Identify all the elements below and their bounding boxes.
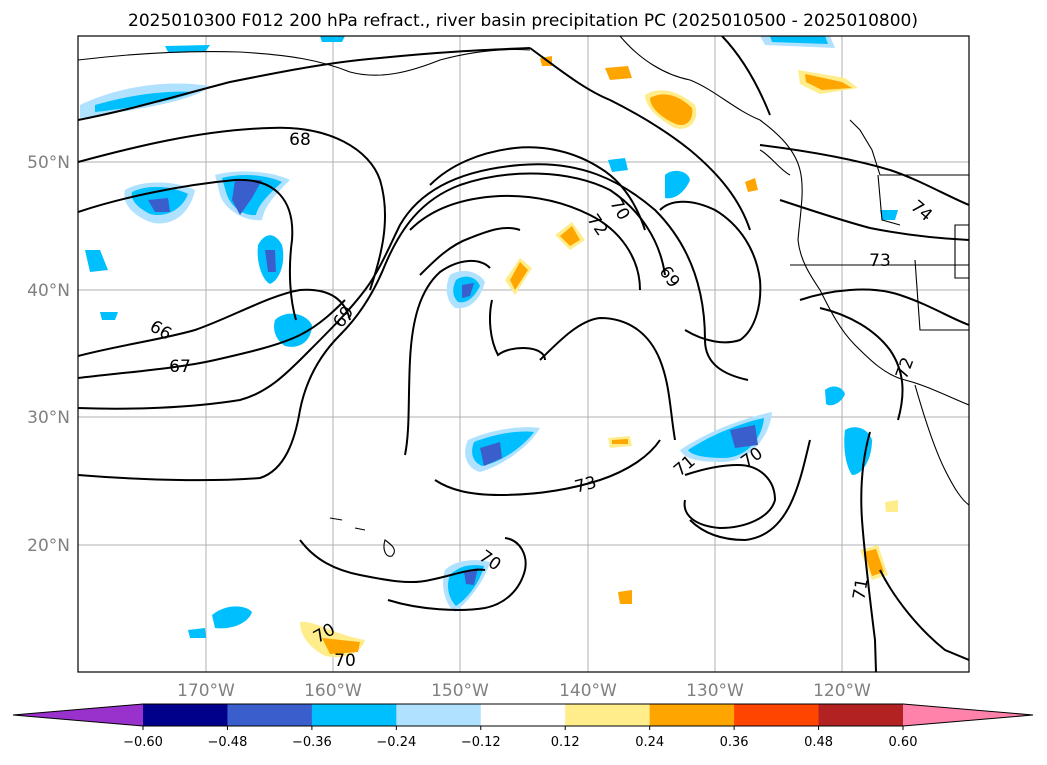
figure-title: 2025010300 F012 200 hPa refract., river … [128,11,918,31]
coastlines [78,36,969,557]
lon-label: 120°W [813,681,871,701]
lat-label: 30°N [27,408,70,428]
colorbar-tick-label: 0.12 [551,735,580,750]
longitude-labels: 170°W 160°W 150°W 140°W 130°W 120°W [177,681,871,701]
map-border [77,35,970,673]
contour-label: 68 [289,130,311,150]
colorbar-tick-label: 0.60 [889,735,918,750]
colorbar-tick-label: 0.48 [804,735,833,750]
colorbar-segment [480,704,566,726]
colorbar-tick-label: 0.36 [720,735,749,750]
colorbar-segment [311,704,397,726]
lat-label: 50°N [27,153,70,173]
colorbar-tick-label: −0.24 [376,735,416,750]
colorbar-tick-label: −0.12 [461,735,501,750]
contour-label: 73 [869,251,891,271]
lon-label: 150°W [431,681,489,701]
colorbar-tick-label: 0.24 [635,735,664,750]
colorbar-segment [734,704,820,726]
colorbar-tick-label: −0.36 [292,735,332,750]
lat-label: 20°N [27,536,70,556]
colorbar-segment [818,704,904,726]
colorbar: −0.60 −0.48 −0.36 −0.24 −0.12 0.12 0.24 0.36 0.4… [12,703,1034,750]
contour-label: 70 [334,651,356,671]
lon-label: 170°W [177,681,235,701]
precip-positive-areas [300,56,898,658]
colorbar-segment [649,704,735,726]
colorbar-tick-label: −0.60 [123,735,163,750]
lon-label: 160°W [304,681,362,701]
colorbar-tick-label: −0.48 [208,735,248,750]
colorbar-segment [396,704,482,726]
precip-negative-areas [80,36,898,638]
contour-label: 67 [169,357,191,377]
colorbar-extend-low [13,704,143,726]
colorbar-segment [227,704,313,726]
latitude-labels: 50°N 40°N 30°N 20°N [27,153,70,556]
colorbar-extend-high [903,704,1033,726]
contour-label: 71 [849,577,872,602]
colorbar-segment [565,704,651,726]
lon-label: 130°W [686,681,744,701]
lat-label: 40°N [27,281,70,301]
lon-label: 140°W [559,681,617,701]
map-panel [78,36,969,672]
refractivity-contours [78,36,969,672]
colorbar-segment [143,704,228,726]
